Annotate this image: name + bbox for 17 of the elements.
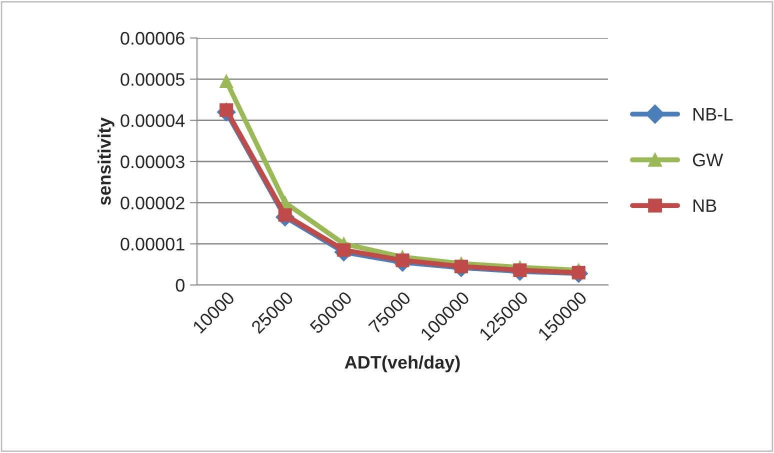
y-tick-label: 0.00002 [120, 196, 184, 210]
x-axis-title: ADT(veh/day) [344, 355, 460, 372]
legend-label: NB [694, 199, 716, 212]
y-tick-label: 0.00006 [120, 32, 184, 45]
y-axis-title: sensitivity [98, 117, 114, 206]
point [278, 208, 292, 222]
point [337, 243, 351, 257]
point [454, 260, 468, 274]
y-tick-label: 0.00005 [120, 73, 184, 86]
legend-label: NB-L [694, 108, 733, 120]
point [220, 74, 234, 88]
y-tick-label: 0.00003 [120, 155, 184, 168]
point [396, 254, 410, 268]
y-tick-label: 0.00001 [120, 238, 184, 251]
y-tick-label: 0.00004 [120, 114, 185, 128]
y-tick-label: 0 [176, 278, 184, 292]
legend-label: GW [692, 154, 724, 166]
